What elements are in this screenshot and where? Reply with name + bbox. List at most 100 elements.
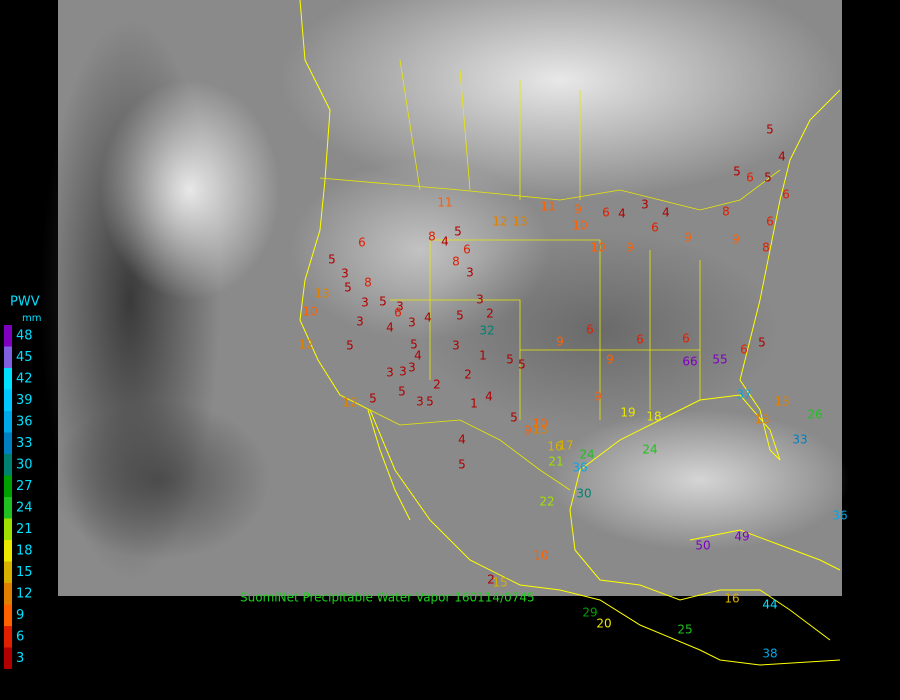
station-value: 6 [636, 333, 644, 347]
station-value: 5 [764, 171, 772, 185]
station-value: 13 [314, 287, 329, 301]
station-value: 6 [682, 332, 690, 346]
station-value: 3 [408, 361, 416, 375]
legend-level: 12 [16, 586, 33, 601]
station-value: 36 [832, 509, 847, 523]
station-value: 9 [574, 203, 582, 217]
station-value: 9 [594, 390, 602, 404]
station-value: 9 [524, 424, 532, 438]
legend-swatch [4, 561, 12, 583]
station-value: 20 [596, 617, 611, 631]
station-value: 49 [734, 530, 749, 544]
legend-level: 48 [16, 328, 33, 343]
legend-level: 33 [16, 436, 33, 451]
station-value: 55 [712, 353, 727, 367]
legend-level: 27 [16, 479, 33, 494]
station-value: 5 [518, 358, 526, 372]
station-value: 10 [590, 241, 605, 255]
station-value: 38 [762, 647, 777, 661]
station-value: 19 [620, 406, 635, 420]
station-value: 5 [510, 411, 518, 425]
legend-level: 45 [16, 350, 33, 365]
legend-swatch [4, 626, 12, 648]
station-value: 9 [606, 353, 614, 367]
station-value: 4 [424, 311, 432, 325]
legend-swatch [4, 497, 12, 519]
station-value: 17 [558, 439, 573, 453]
station-value: 16 [547, 440, 562, 454]
station-value: 36 [572, 461, 587, 475]
station-value: 18 [646, 410, 661, 424]
station-value: 6 [394, 306, 402, 320]
legend-level: 30 [16, 457, 33, 472]
station-value: 6 [463, 243, 471, 257]
legend-level: 39 [16, 393, 33, 408]
legend-level: 21 [16, 522, 33, 537]
station-value: 8 [428, 230, 436, 244]
station-value: 5 [766, 123, 774, 137]
station-value: 3 [408, 316, 416, 330]
station-value: 13 [512, 215, 527, 229]
station-value: 15 [492, 576, 507, 590]
station-value: 5 [328, 253, 336, 267]
station-value: 6 [602, 206, 610, 220]
legend-level: 24 [16, 500, 33, 515]
station-value: 10 [302, 305, 317, 319]
station-value: 5 [758, 336, 766, 350]
station-value: 4 [414, 349, 422, 363]
station-value: 8 [364, 276, 372, 290]
legend-level: 18 [16, 543, 33, 558]
station-value: 5 [456, 309, 464, 323]
station-value: 6 [586, 323, 594, 337]
legend-swatch [4, 518, 12, 540]
station-value: 3 [341, 267, 349, 281]
station-value: 5 [454, 225, 462, 239]
station-value: 4 [485, 390, 493, 404]
station-value: 1 [470, 397, 478, 411]
station-value: 6 [782, 188, 790, 202]
station-value: 11 [540, 200, 555, 214]
station-value: 10 [532, 417, 547, 431]
station-value: 10 [572, 219, 587, 233]
station-value: 3 [416, 395, 424, 409]
station-value: 4 [386, 321, 394, 335]
legend-level: 9 [16, 608, 24, 623]
station-value: 3 [399, 365, 407, 379]
station-value: 3 [356, 315, 364, 329]
legend-title: PWV [10, 295, 40, 310]
station-value: 16 [724, 592, 739, 606]
legend-unit: mm [22, 313, 41, 324]
station-value: 13 [754, 413, 769, 427]
legend-swatch [4, 583, 12, 605]
station-value: 37 [736, 388, 751, 402]
station-value: 5 [458, 458, 466, 472]
legend-swatch [4, 411, 12, 433]
station-value: 13 [532, 423, 547, 437]
station-value: 8 [722, 205, 730, 219]
station-value: 6 [651, 221, 659, 235]
station-value: 25 [677, 623, 692, 637]
station-value: 3 [361, 296, 369, 310]
borders [319, 59, 781, 491]
station-value: 5 [398, 385, 406, 399]
legend-swatch [4, 604, 12, 626]
legend-level: 3 [16, 651, 24, 666]
station-value: 3 [396, 300, 404, 314]
station-value: 22 [539, 495, 554, 509]
station-value: 1 [479, 349, 487, 363]
coastlines [299, 0, 841, 666]
station-value: 3 [466, 266, 474, 280]
legend-swatch [4, 389, 12, 411]
station-value: 5 [346, 339, 354, 353]
station-value: 50 [695, 539, 710, 553]
station-value: 5 [344, 281, 352, 295]
station-value: 5 [410, 338, 418, 352]
legend-swatch [4, 475, 12, 497]
station-value: 30 [576, 487, 591, 501]
station-value: 24 [579, 448, 594, 462]
station-value: 4 [458, 433, 466, 447]
legend-level: 36 [16, 414, 33, 429]
legend-swatch [4, 325, 12, 347]
